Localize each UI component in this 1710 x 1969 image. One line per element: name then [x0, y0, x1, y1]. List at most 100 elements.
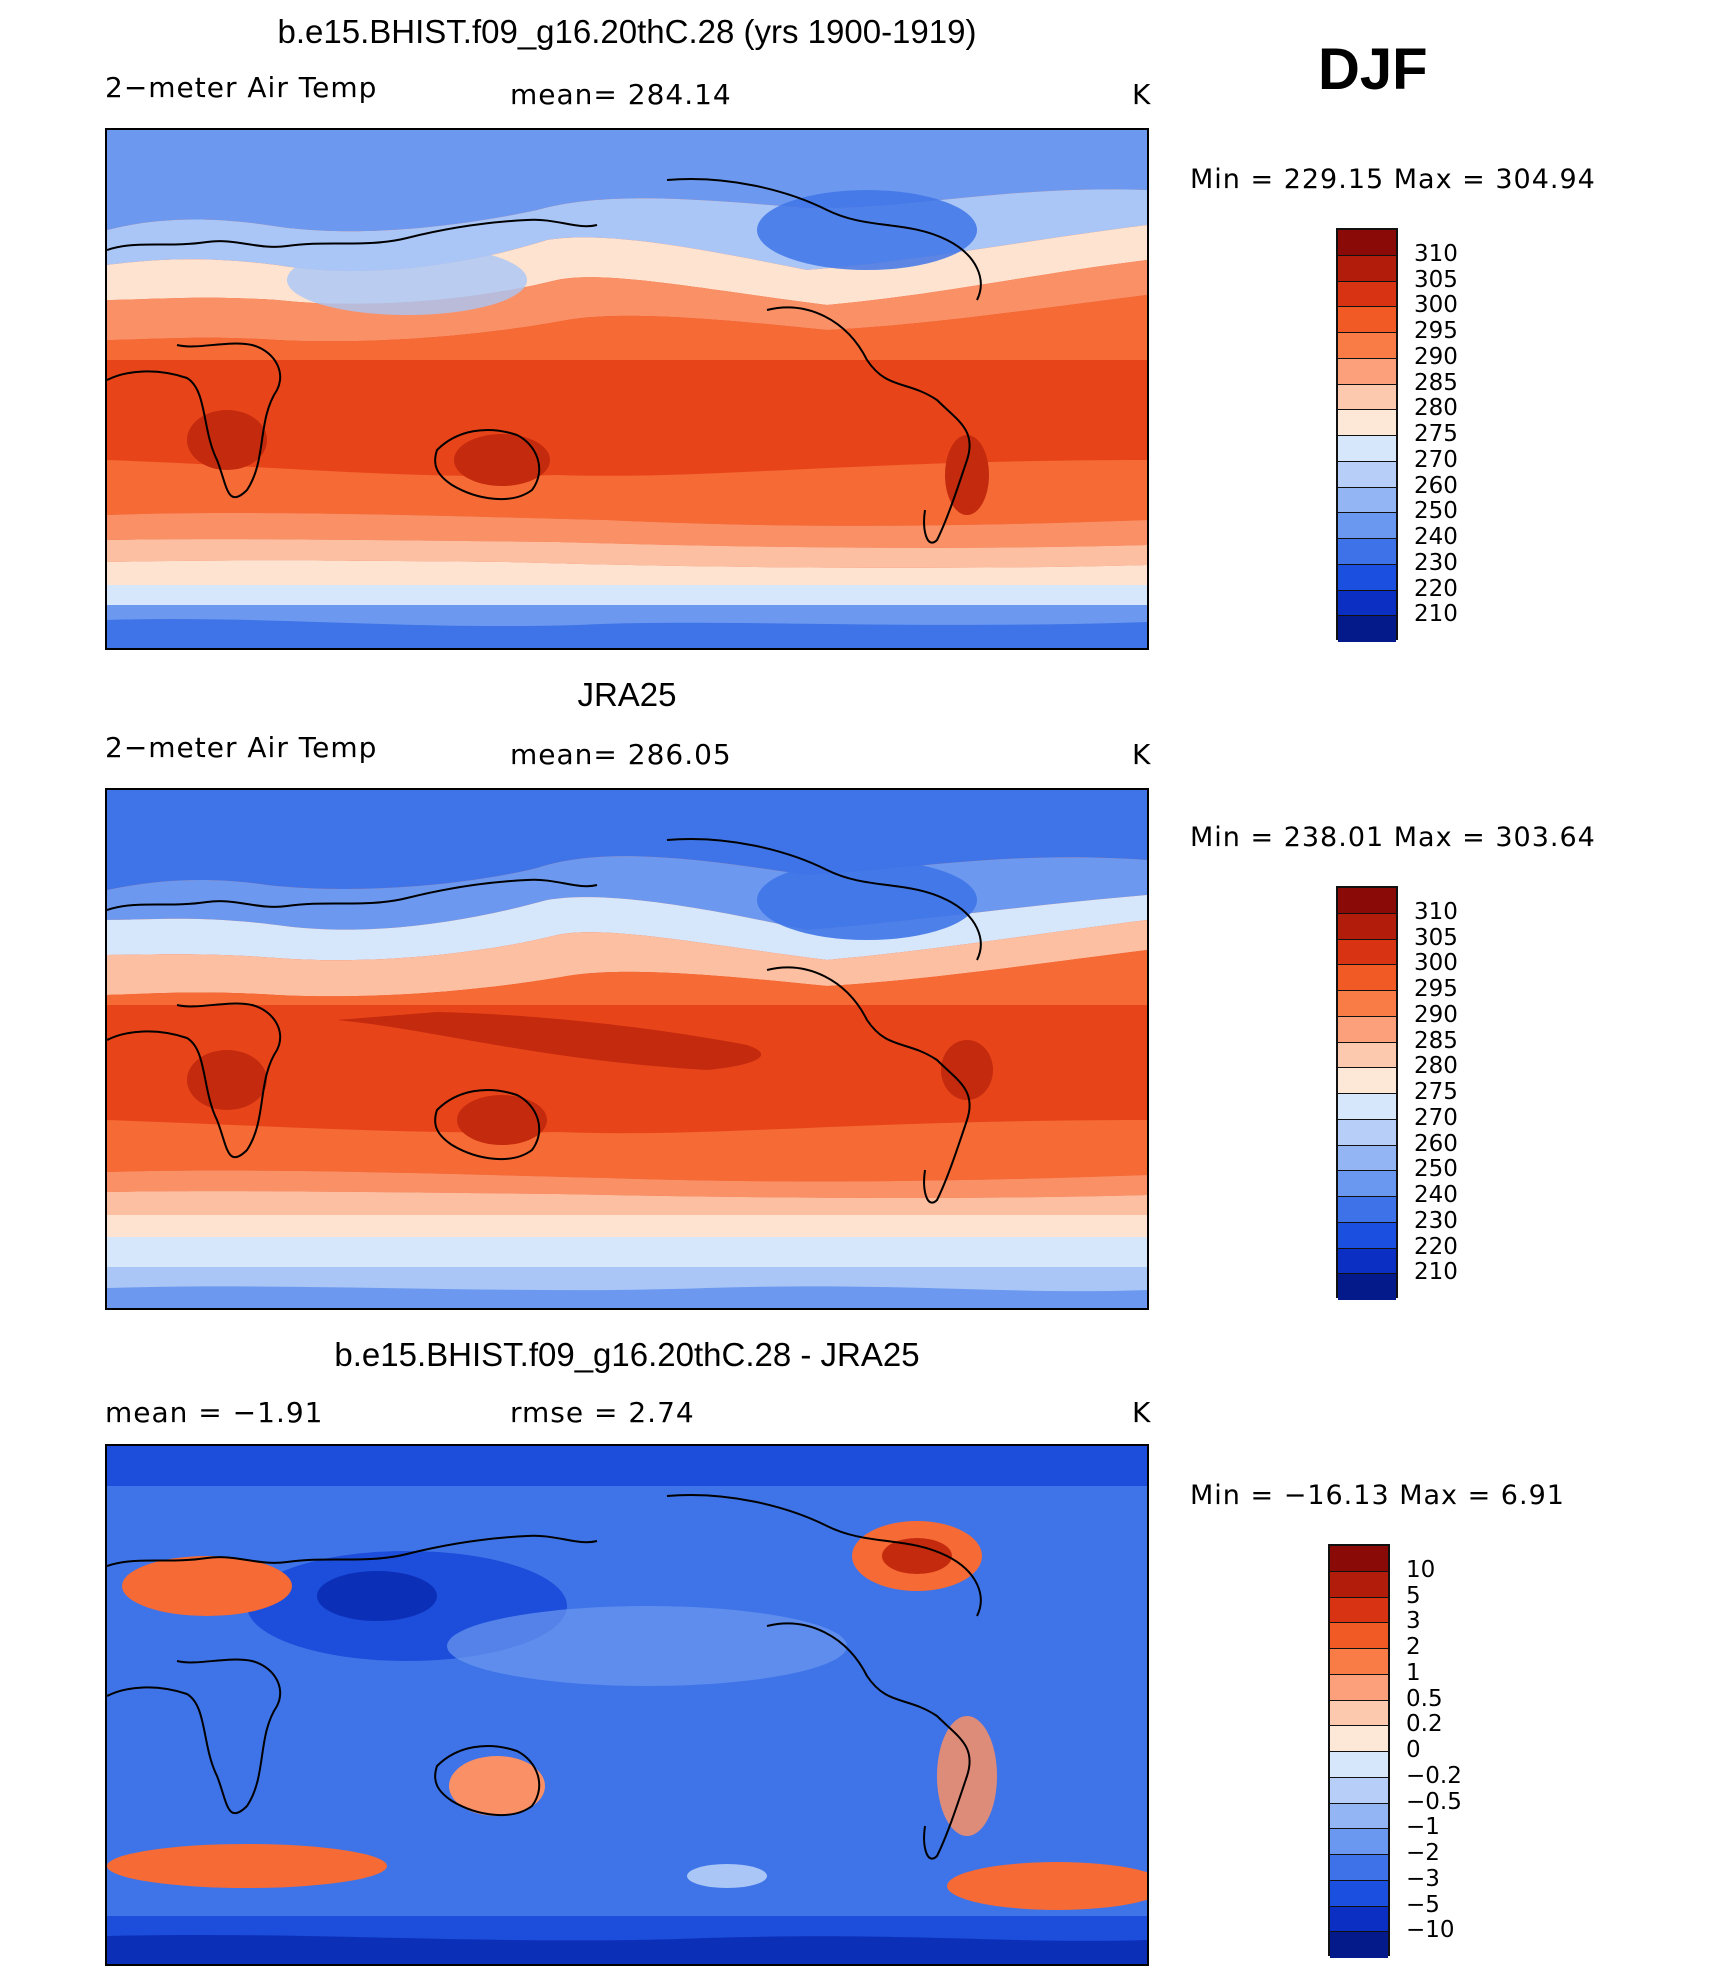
colorbar-label: 220 — [1414, 1233, 1458, 1260]
temperature-map-model — [107, 130, 1147, 648]
colorbar-obs — [1336, 886, 1398, 1300]
band-southern-ocean — [107, 585, 1147, 605]
panel-mean-diff: mean = −1.91 — [105, 1396, 324, 1429]
map-panel-obs — [105, 788, 1149, 1310]
colorbar-swatch — [1338, 991, 1396, 1017]
colorbar-swatch — [1338, 1119, 1396, 1146]
panel-title-model: b.e15.BHIST.f09_g16.20thC.28 (yrs 1900-1… — [277, 13, 977, 50]
panel-units-obs: K — [1132, 738, 1152, 771]
colorbar-label: 270 — [1414, 446, 1458, 473]
colorbar-swatch — [1330, 1546, 1388, 1572]
diff-arctic — [107, 1446, 1147, 1486]
colorbar-swatch — [1338, 487, 1396, 514]
diff-coldest-asia — [317, 1571, 437, 1621]
band-subtropic-s — [107, 1120, 1147, 1182]
colorbar-label: 300 — [1414, 292, 1458, 319]
colorbar-swatch — [1338, 1171, 1396, 1197]
colorbar-swatch — [1338, 913, 1396, 940]
colorbar-swatch — [1330, 1571, 1388, 1598]
colorbar-swatch — [1338, 539, 1396, 565]
colorbar-label: 310 — [1414, 240, 1458, 267]
colorbar-label: −5 — [1406, 1891, 1440, 1918]
coastlines — [107, 838, 982, 1204]
colorbar-label: 5 — [1406, 1582, 1421, 1609]
panel-title-diff: b.e15.BHIST.f09_g16.20thC.28 - JRA25 — [334, 1336, 920, 1373]
colorbar-swatch — [1338, 333, 1396, 359]
colorbar-swatch — [1338, 1042, 1396, 1069]
colorbar-swatch — [1338, 230, 1396, 256]
colorbar-label: 1 — [1406, 1659, 1421, 1686]
colorbar-label: −2 — [1406, 1840, 1440, 1866]
colorbar-swatch — [1338, 255, 1396, 282]
colorbar-model — [1336, 228, 1398, 642]
colorbar-swatch — [1338, 1197, 1396, 1223]
colorbar-label: 230 — [1414, 549, 1458, 576]
hotspot-australia — [454, 434, 550, 486]
colorbar-label: 250 — [1414, 1156, 1458, 1183]
colorbar-label: 0.2 — [1406, 1711, 1443, 1738]
hotspot-south-america — [941, 1040, 993, 1100]
band-subtropic-n — [107, 295, 1147, 360]
colorbar-swatch — [1338, 1145, 1396, 1172]
band-arctic — [107, 130, 1147, 232]
colorbar-label: −0.2 — [1406, 1762, 1462, 1789]
colorbar-swatch — [1330, 1777, 1388, 1804]
colorbar-label: 210 — [1414, 601, 1458, 628]
colorbar-swatch — [1338, 1068, 1396, 1094]
colorbar-swatch — [1330, 1880, 1388, 1907]
colorbar-label: 270 — [1414, 1104, 1458, 1131]
colorbar-swatch — [1338, 1274, 1396, 1300]
colorbar-label: 285 — [1414, 369, 1458, 396]
panel-rmse-diff: rmse = 2.74 — [510, 1396, 695, 1429]
colorbar-swatch — [1338, 410, 1396, 436]
panel-minmax-obs: Min = 238.01 Max = 303.64 — [1190, 822, 1596, 853]
band-southern-2 — [107, 539, 1147, 568]
map-panel-diff — [105, 1444, 1149, 1966]
panel-variable-model: 2−meter Air Temp — [105, 71, 378, 104]
cold-north-america — [757, 190, 977, 270]
diff-hot-canada — [882, 1538, 952, 1574]
colorbar-label: 280 — [1414, 395, 1458, 422]
hotspot-africa — [187, 1050, 267, 1110]
colorbar-swatch — [1330, 1906, 1388, 1933]
colorbar-label: 285 — [1414, 1027, 1458, 1054]
colorbar-swatch — [1338, 358, 1396, 385]
colorbar-swatch — [1338, 888, 1396, 914]
diff-warm-europe — [122, 1556, 292, 1616]
colorbar-label: 280 — [1414, 1053, 1458, 1080]
colorbar-label: −1 — [1406, 1814, 1440, 1841]
colorbar-swatch — [1338, 616, 1396, 642]
colorbar-label: −3 — [1406, 1865, 1440, 1892]
colorbar-diff — [1328, 1544, 1390, 1958]
band-southern-1 — [107, 1170, 1147, 1198]
colorbar-label: 3 — [1406, 1608, 1421, 1635]
colorbar-label: 0 — [1406, 1737, 1421, 1763]
colorbar-label: 295 — [1414, 976, 1458, 1002]
colorbar-label: 310 — [1414, 898, 1458, 925]
colorbar-label: 250 — [1414, 498, 1458, 525]
colorbar-swatch — [1330, 1623, 1388, 1649]
colorbar-swatch — [1338, 590, 1396, 617]
colorbar-label: 305 — [1414, 266, 1458, 293]
colorbar-label: 305 — [1414, 924, 1458, 951]
band-southern-ocean — [107, 1237, 1147, 1267]
season-label: DJF — [1318, 37, 1428, 102]
diff-pacific-band — [447, 1606, 847, 1686]
colorbar-swatch — [1330, 1752, 1388, 1778]
band-midlat-1 — [107, 895, 1147, 961]
colorbar-label: 210 — [1414, 1259, 1458, 1286]
colorbar-swatch — [1338, 384, 1396, 411]
colorbar-label: −10 — [1406, 1917, 1455, 1944]
colorbar-label: 300 — [1414, 950, 1458, 977]
map-panel-model — [105, 128, 1149, 650]
colorbar-label: 260 — [1414, 1130, 1458, 1157]
colorbar-label: 295 — [1414, 318, 1458, 344]
colorbar-swatch — [1338, 1094, 1396, 1120]
colorbar-swatch — [1338, 281, 1396, 308]
colorbar-swatch — [1338, 513, 1396, 539]
panel-units-model: K — [1132, 78, 1152, 111]
panel-variable-obs: 2−meter Air Temp — [105, 731, 378, 764]
colorbar-swatch — [1338, 939, 1396, 966]
colorbar-swatch — [1330, 1597, 1388, 1624]
temperature-difference-map — [107, 1446, 1147, 1964]
